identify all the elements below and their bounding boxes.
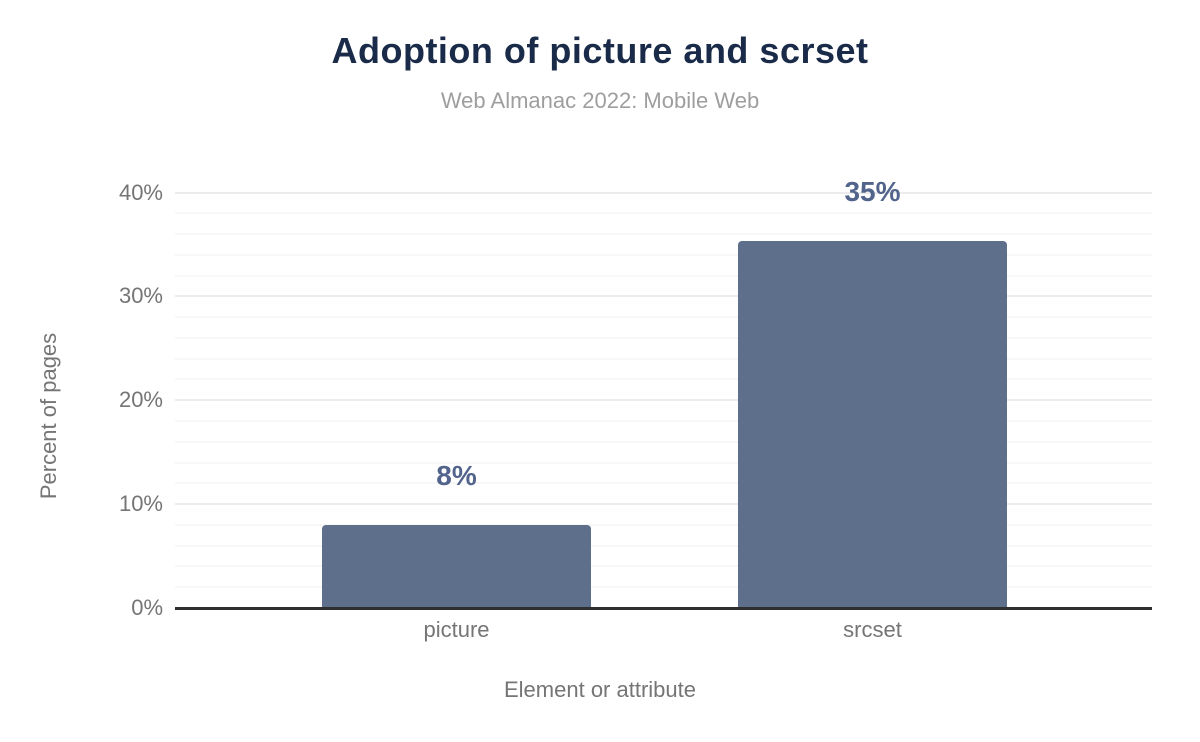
y-axis-title: Percent of pages (36, 332, 61, 500)
bar-srcset (738, 241, 1007, 607)
major-gridline (175, 399, 1152, 402)
major-gridline (175, 191, 1152, 194)
y-tick-label: 0% (131, 595, 163, 620)
minor-gridline (175, 523, 1152, 526)
chart-title: Adoption of picture and scrset (331, 30, 869, 71)
major-gridline (175, 503, 1152, 506)
x-category-label-srcset: srcset (843, 617, 902, 642)
chart-subtitle: Web Almanac 2022: Mobile Web (440, 88, 760, 113)
major-gridline (175, 295, 1152, 298)
minor-gridline (175, 357, 1152, 360)
minor-gridline (175, 440, 1152, 443)
x-axis-baseline (175, 607, 1152, 610)
y-tick-label: 20% (118, 387, 163, 413)
y-tick-label: 30% (118, 283, 163, 309)
minor-gridline (175, 336, 1152, 339)
minor-gridline (175, 565, 1152, 568)
minor-gridline (175, 274, 1152, 277)
minor-gridline (175, 233, 1152, 236)
minor-gridline (175, 420, 1152, 423)
minor-gridline (175, 316, 1152, 319)
bar-picture (322, 524, 591, 607)
minor-gridline (175, 378, 1152, 381)
minor-gridline (175, 461, 1152, 464)
value-label-picture: 8% (436, 459, 477, 491)
y-tick-label: 10% (118, 491, 163, 517)
minor-gridline (175, 586, 1152, 589)
y-tick-label: 40% (118, 179, 163, 205)
minor-gridline (175, 482, 1152, 485)
value-label-srcset: 35% (844, 176, 901, 208)
x-axis-title: Element or attribute (504, 677, 696, 702)
minor-gridline (175, 212, 1152, 215)
minor-gridline (175, 544, 1152, 547)
x-category-label-picture: picture (423, 617, 490, 642)
minor-gridline (175, 253, 1152, 256)
